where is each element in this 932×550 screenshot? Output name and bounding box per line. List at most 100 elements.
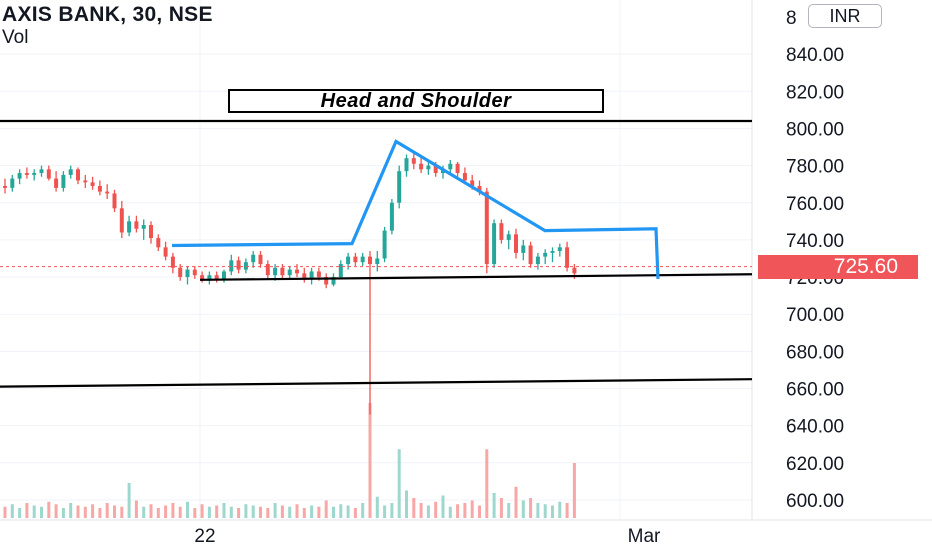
volume-bar xyxy=(419,503,423,518)
volume-bar xyxy=(310,505,314,518)
candle-body xyxy=(178,267,183,278)
time-tick-label: Mar xyxy=(628,526,661,547)
support-line xyxy=(0,378,753,388)
volume-bar xyxy=(529,498,533,518)
price-tick-label: 680.00 xyxy=(786,342,844,363)
symbol-title: AXIS BANK, 30, NSE xyxy=(2,3,213,26)
volume-bar xyxy=(492,493,496,518)
candle-body xyxy=(521,245,526,253)
price-tick-label: 640.00 xyxy=(786,417,844,438)
volume-bar xyxy=(251,505,255,518)
price-tick-label: 760.00 xyxy=(786,194,844,215)
candle-body xyxy=(214,275,219,279)
candle-body xyxy=(39,169,44,174)
volume-bar xyxy=(127,483,131,518)
volume-bar xyxy=(3,506,7,518)
candle-body xyxy=(61,174,66,188)
candle-body xyxy=(287,269,292,276)
volume-bar xyxy=(368,403,372,518)
candle-body xyxy=(46,169,51,179)
candle-body xyxy=(389,202,394,231)
candle-body xyxy=(222,271,226,279)
currency-button[interactable]: INR xyxy=(808,4,882,28)
candle-body xyxy=(565,247,570,268)
candle-body xyxy=(543,252,548,257)
candle-body xyxy=(149,225,153,239)
candle-body xyxy=(134,221,139,229)
volume-bar xyxy=(375,496,379,518)
volume-bar xyxy=(536,503,540,518)
candle-body xyxy=(141,225,146,229)
volume-bar xyxy=(237,508,241,518)
volume-bar xyxy=(178,506,182,518)
price-tick-label: 700.00 xyxy=(786,305,844,326)
volume-bar xyxy=(302,508,306,518)
candle-body xyxy=(331,277,336,285)
candle-body xyxy=(192,269,197,276)
volume-bar xyxy=(448,506,452,518)
candle-body xyxy=(280,267,285,276)
candle-body xyxy=(170,256,175,268)
last-price-label: 725.60 xyxy=(758,255,918,279)
candle-body xyxy=(448,163,453,170)
candle-body xyxy=(550,251,555,253)
candle-body xyxy=(24,173,29,175)
volume-bar xyxy=(149,504,153,518)
volume-bar xyxy=(142,506,146,518)
candle-body xyxy=(229,260,234,272)
volume-bar xyxy=(113,505,116,518)
candle-body xyxy=(484,191,489,265)
volume-bar xyxy=(207,506,211,518)
volume-bar xyxy=(324,500,328,518)
volume-bar xyxy=(317,506,321,518)
candle-body xyxy=(477,186,482,192)
candle-body xyxy=(207,275,212,281)
candle-body xyxy=(97,186,102,192)
pattern-annotation[interactable]: Head and Shoulder xyxy=(228,89,604,113)
candle-body xyxy=(54,178,59,188)
price-tick-label: 600.00 xyxy=(786,491,844,512)
candle-body xyxy=(382,230,387,259)
candle-body xyxy=(426,165,431,170)
volume-bar xyxy=(222,503,226,518)
volume-bar xyxy=(478,505,481,518)
head-shoulder-pattern xyxy=(171,139,660,279)
candle-body xyxy=(528,245,533,265)
time-axis: 22 Mar xyxy=(194,526,661,547)
candle-body xyxy=(3,186,7,188)
volume-bar xyxy=(10,504,14,518)
candle-body xyxy=(368,256,372,265)
volume-bars xyxy=(3,403,576,518)
volume-bar xyxy=(259,506,262,518)
volume-bar xyxy=(572,463,576,518)
candle-body xyxy=(10,178,15,188)
volume-bar xyxy=(412,498,416,518)
volume-bar xyxy=(164,505,168,518)
candle-body xyxy=(346,256,351,265)
volume-bar xyxy=(543,504,547,518)
volume-bar xyxy=(441,495,445,518)
volume-bar xyxy=(266,508,270,518)
volume-bar xyxy=(18,508,22,518)
volume-bar xyxy=(383,505,387,518)
price-tick-label: 800.00 xyxy=(786,119,844,140)
candle-body xyxy=(200,275,205,281)
volume-bar xyxy=(485,449,489,518)
candles xyxy=(3,152,577,415)
volume-bar xyxy=(98,508,102,518)
candle-body xyxy=(557,247,562,252)
volume-bar xyxy=(171,503,175,518)
volume-bar xyxy=(47,501,51,518)
candle-body xyxy=(419,163,424,170)
candle-body xyxy=(324,277,329,285)
candle-body xyxy=(127,221,132,233)
volume-bar xyxy=(156,508,160,518)
volume-bar xyxy=(361,503,365,518)
candle-body xyxy=(83,180,88,183)
candle-body xyxy=(535,256,540,265)
volume-bar xyxy=(229,506,233,518)
volume-bar xyxy=(499,498,503,518)
candle-body xyxy=(112,193,117,209)
candle-body xyxy=(375,258,380,265)
volume-bar xyxy=(434,501,438,518)
